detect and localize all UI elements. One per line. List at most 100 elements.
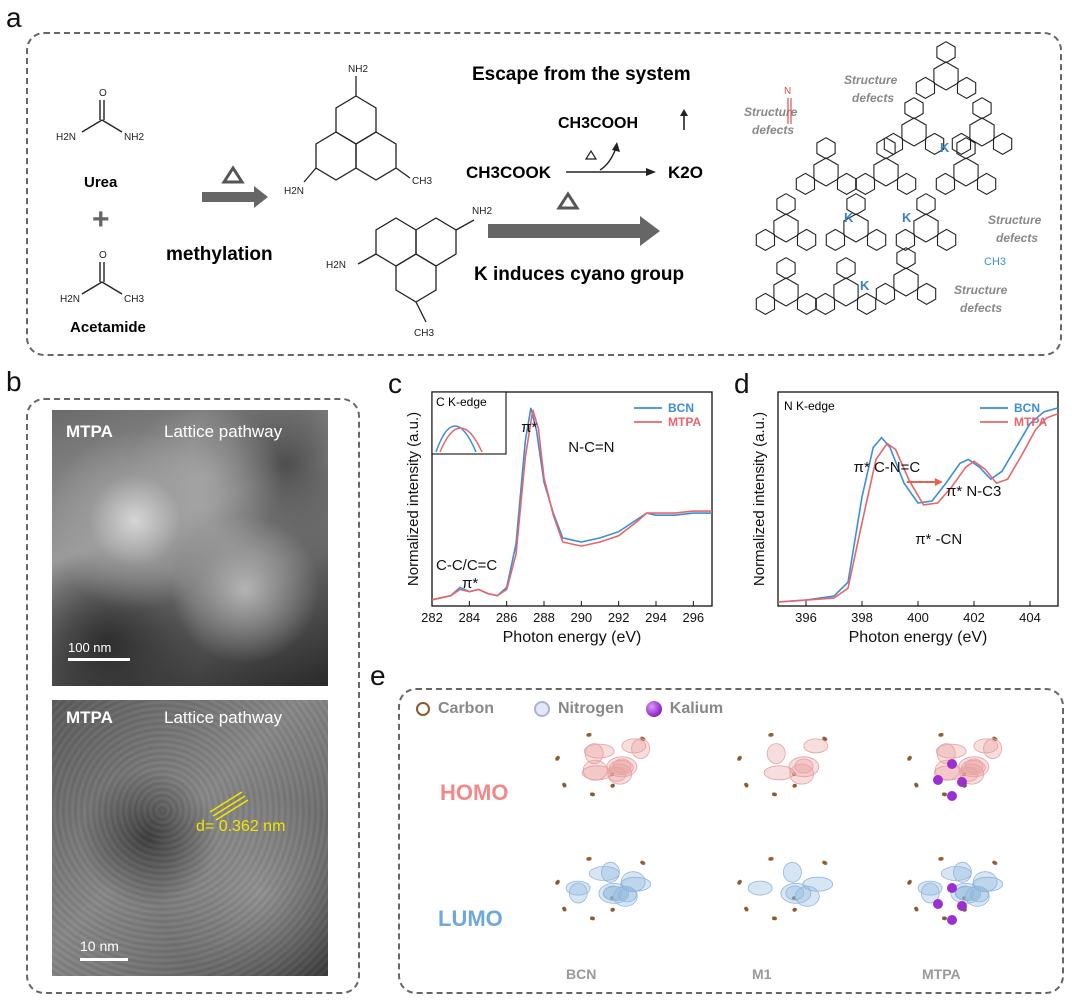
x-tick-label: 290 — [570, 610, 592, 625]
carbon-dot-icon — [416, 702, 430, 716]
d-spacing-label: d= 0.362 nm — [196, 818, 286, 835]
methyl-label: CH3 — [984, 256, 1006, 268]
ch3cook-label: CH3COOK — [466, 163, 552, 182]
urea-label: Urea — [84, 174, 118, 191]
heptazine-subring — [815, 292, 836, 316]
orbital-lobe — [917, 880, 943, 896]
orbital-lobe — [620, 871, 646, 893]
heptazine-ring — [933, 61, 959, 91]
legend-label-mtpa: MTPA — [1014, 415, 1047, 429]
k-site-2: K — [844, 210, 854, 225]
orbital-lobe — [782, 861, 802, 883]
atom-dot — [738, 879, 742, 884]
urea-structure: O H2N NH2 — [56, 88, 144, 143]
defect-label-1: Structure defects — [844, 73, 898, 105]
panel-letter-a: a — [6, 2, 22, 33]
heptazine-subring — [796, 228, 817, 252]
heptazine-subring — [956, 137, 976, 160]
legend-label-mtpa: MTPA — [668, 415, 701, 429]
tem-image-bottom: MTPA Lattice pathway d= 0.362 nm 10 nm — [52, 700, 328, 976]
col-label-bcn: BCN — [566, 966, 597, 982]
orbital-lobe — [803, 738, 829, 754]
heptazine-subring — [816, 137, 836, 160]
orbital-homo-m1 — [737, 732, 829, 797]
k-site-1: K — [940, 140, 950, 155]
atom-dot — [914, 906, 918, 911]
series-line-mtpa — [777, 413, 1059, 603]
heptazine-subring — [924, 132, 945, 156]
atom-dot — [792, 908, 796, 912]
heat-icon-2 — [556, 191, 580, 210]
small-heat-icon — [584, 149, 598, 160]
heptazine-subring — [915, 76, 936, 100]
shift-arrowhead-icon — [934, 478, 943, 486]
annotation-ncn: N-C=N — [568, 439, 614, 456]
series-line-mtpa — [431, 409, 712, 601]
heptazine-subring — [776, 193, 796, 216]
atom-dot — [589, 792, 594, 796]
orbital-lobe — [972, 871, 998, 893]
orbital-lobe — [960, 760, 986, 775]
annotation-pi-star-2: π* — [462, 575, 478, 592]
panel-letter-b: b — [6, 366, 22, 397]
inset-curve-bcn — [435, 425, 477, 453]
orbital-lobe — [954, 886, 980, 902]
atom-dot — [792, 784, 796, 788]
atom-dot — [914, 782, 918, 787]
tem-bottom-scalebar — [80, 958, 128, 961]
svg-text:H2N: H2N — [284, 186, 304, 197]
atom-dot — [738, 755, 742, 760]
atom-dot — [908, 879, 912, 884]
svg-text:NH2: NH2 — [124, 132, 144, 143]
heptazine-subring — [836, 257, 856, 280]
annotation-pi-star: π* — [521, 419, 537, 436]
atom-dot — [792, 896, 796, 901]
heptazine-subring — [904, 97, 924, 120]
atom-dot — [940, 856, 944, 861]
legend-nitrogen: Nitrogen — [534, 700, 624, 718]
heat-icon — [221, 165, 245, 184]
atom-dot — [744, 782, 748, 787]
heptazine-subring — [896, 172, 917, 196]
heptazine-subring — [876, 137, 896, 160]
legend-label-bcn: BCN — [1014, 401, 1040, 415]
heptazine-ring — [773, 277, 799, 307]
tem-bottom-title: Lattice pathway — [164, 708, 283, 727]
legend-label-bcn: BCN — [668, 401, 694, 415]
heptazine-ring — [833, 277, 859, 307]
orbital-lobe — [621, 738, 647, 754]
heptazine-ring — [893, 267, 919, 297]
svg-text:NH2: NH2 — [348, 64, 368, 75]
orbital-lobe — [747, 880, 773, 896]
atom-dot — [940, 732, 944, 737]
svg-text:CH3: CH3 — [414, 328, 434, 339]
heptazine-subring — [935, 172, 956, 196]
heptazine-subring — [866, 228, 887, 252]
atom-dot — [610, 896, 614, 901]
edge-label: C K-edge — [436, 395, 487, 409]
inset-curve-mtpa — [439, 427, 483, 453]
x-tick-label: 294 — [645, 610, 667, 625]
acetic-acid-label: CH3COOH — [558, 115, 638, 132]
orbital-lobe — [973, 738, 999, 754]
panel-letter-e: e — [370, 660, 386, 691]
heptazine-subring — [976, 172, 997, 196]
svg-text:CH3: CH3 — [124, 294, 144, 305]
svg-text:NH2: NH2 — [472, 206, 492, 217]
kalium-atom — [957, 777, 967, 787]
legend-kalium: Kalium — [645, 700, 723, 718]
kalium-atom — [933, 899, 943, 909]
methylation-label: methylation — [166, 244, 273, 265]
plus-sign: + — [92, 203, 110, 236]
heptazine-ring — [969, 117, 995, 147]
atom-dot — [641, 861, 646, 866]
atom-dot — [770, 732, 774, 737]
atom-dot — [588, 732, 592, 737]
tem-top-scalebar — [68, 658, 130, 661]
heptazine-subring — [795, 172, 816, 196]
atom-dot — [588, 856, 592, 861]
heptazine-subring — [972, 97, 992, 120]
heptazine-ring — [873, 157, 899, 187]
orbital-lobe — [565, 880, 591, 896]
atom-dot — [770, 856, 774, 861]
